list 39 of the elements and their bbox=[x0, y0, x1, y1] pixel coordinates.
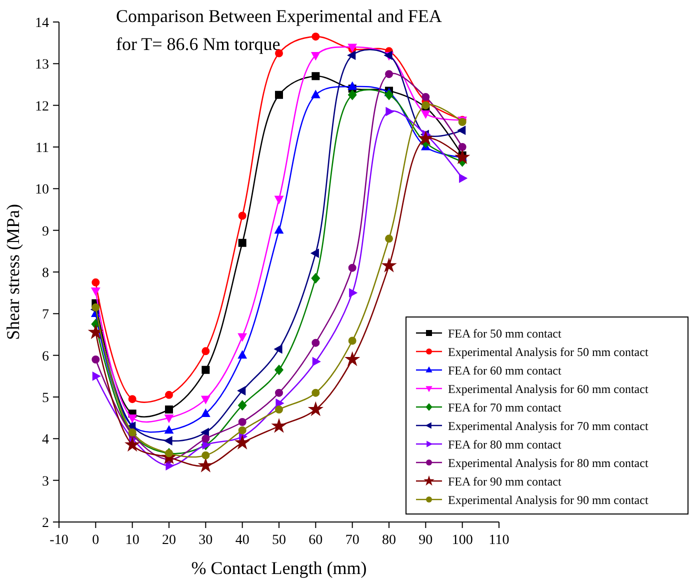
y-tick-label: 12 bbox=[35, 99, 49, 114]
x-tick-label: 10 bbox=[125, 533, 140, 548]
x-tick-label: 30 bbox=[198, 533, 213, 548]
y-tick-label: 3 bbox=[42, 474, 49, 490]
legend-label: FEA for 60 mm contact bbox=[448, 364, 562, 378]
legend-label: Experimental Analysis for 90 mm contact bbox=[448, 493, 649, 507]
y-tick-label: 14 bbox=[35, 16, 49, 31]
legend-label: FEA for 90 mm contact bbox=[448, 474, 562, 488]
x-tick-label: -10 bbox=[50, 533, 68, 548]
y-tick-label: 11 bbox=[36, 141, 49, 156]
legend-label: Experimental Analysis for 50 mm contact bbox=[448, 345, 649, 359]
legend-label: FEA for 70 mm contact bbox=[448, 400, 562, 414]
x-tick-label: 100 bbox=[452, 533, 473, 548]
legend-label: FEA for 80 mm contact bbox=[448, 438, 562, 452]
x-tick-label: 90 bbox=[418, 533, 433, 548]
y-tick-label: 7 bbox=[42, 308, 49, 323]
legend-label: Experimental Analysis for 70 mm contact bbox=[448, 419, 649, 433]
x-axis-title: % Contact Length (mm) bbox=[191, 558, 367, 578]
x-tick-label: 50 bbox=[272, 533, 286, 548]
legend-label: Experimental Analysis for 80 mm contact bbox=[448, 456, 649, 470]
x-tick-label: 110 bbox=[488, 533, 510, 548]
y-tick-label: 13 bbox=[35, 58, 49, 73]
y-tick-label: 4 bbox=[42, 432, 49, 448]
x-tick-label: 40 bbox=[235, 533, 250, 548]
y-tick-label: 8 bbox=[42, 266, 49, 281]
y-tick-label: 5 bbox=[42, 391, 49, 406]
y-tick-label: 6 bbox=[42, 349, 49, 364]
chart-title: Comparison Between Experimental and FEA for T= 86.6 Nm torque bbox=[116, 6, 442, 54]
y-tick-label: 2 bbox=[42, 516, 49, 531]
y-tick-label: 9 bbox=[42, 224, 49, 240]
x-tick-label: 60 bbox=[308, 533, 323, 548]
legend-label: FEA for 50 mm contact bbox=[448, 326, 562, 340]
x-tick-label: 70 bbox=[345, 533, 360, 548]
legend-label: Experimental Analysis for 60 mm contact bbox=[448, 382, 649, 396]
x-tick-label: 0 bbox=[92, 533, 100, 548]
x-tick-label: 20 bbox=[162, 533, 176, 548]
x-tick-label: 80 bbox=[382, 533, 396, 548]
y-tick-label: 10 bbox=[35, 182, 49, 198]
y-axis-title: Shear stress (MPa) bbox=[3, 204, 23, 340]
